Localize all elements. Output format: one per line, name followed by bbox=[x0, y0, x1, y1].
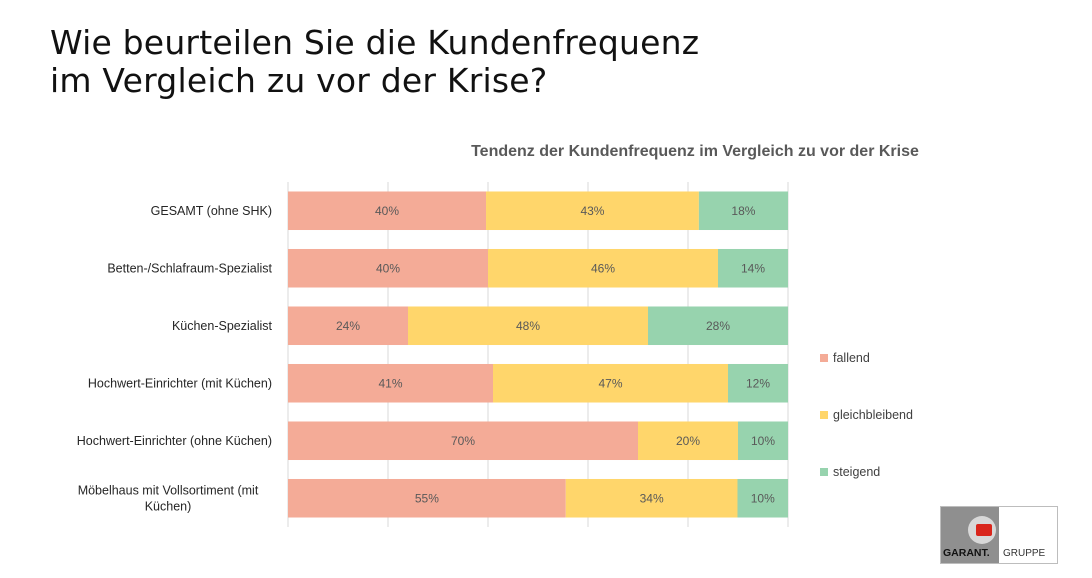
data-label: 48% bbox=[516, 319, 540, 333]
slide-title-line-2: im Vergleich zu vor der Krise? bbox=[50, 61, 548, 100]
data-label: 40% bbox=[375, 204, 399, 218]
slide-title: Wie beurteilen Sie die Kundenfrequenz im… bbox=[50, 24, 699, 100]
chart-title: Tendenz der Kundenfrequenz im Vergleich … bbox=[471, 143, 919, 160]
data-label: 20% bbox=[676, 434, 700, 448]
logo-text-gruppe: GRUPPE bbox=[1003, 548, 1046, 559]
bar-fallend-4 bbox=[288, 363, 493, 403]
legend-label-gleichbleibend: gleichbleibend bbox=[833, 408, 913, 422]
garant-logo-mark-icon bbox=[968, 516, 996, 544]
logo-block: GARANT. bbox=[941, 507, 999, 563]
garant-gruppe-logo: GARANT. GRUPPE bbox=[940, 506, 1058, 564]
data-label: 18% bbox=[731, 204, 755, 218]
data-label: 10% bbox=[751, 491, 775, 505]
data-label: 14% bbox=[741, 261, 765, 275]
category-label: Hochwert-Einrichter (ohne Küchen) bbox=[77, 434, 272, 448]
bar-gleichbleibend-1 bbox=[486, 191, 699, 231]
bar-gleichbleibend-5 bbox=[638, 421, 738, 461]
bar-steigend-6 bbox=[737, 478, 788, 518]
bar-fallend-3 bbox=[288, 306, 408, 346]
bar-steigend-5 bbox=[738, 421, 788, 461]
data-label: 12% bbox=[746, 376, 770, 390]
bar-fallend-2 bbox=[288, 248, 488, 288]
legend-swatch-gleichbleibend bbox=[820, 411, 828, 419]
bar-gleichbleibend-6 bbox=[565, 478, 738, 518]
slide-title-line-1: Wie beurteilen Sie die Kundenfrequenz bbox=[50, 23, 700, 62]
legend-label-steigend: steigend bbox=[833, 465, 880, 479]
category-label: Betten-/Schlafraum-Spezialist bbox=[107, 261, 272, 275]
data-label: 28% bbox=[706, 319, 730, 333]
bar-gleichbleibend-2 bbox=[488, 248, 718, 288]
bar-gleichbleibend-4 bbox=[493, 363, 728, 403]
bar-fallend-6 bbox=[288, 478, 566, 518]
data-label: 70% bbox=[451, 434, 475, 448]
category-label: Hochwert-Einrichter (mit Küchen) bbox=[88, 376, 272, 390]
legend-label-fallend: fallend bbox=[833, 351, 870, 365]
legend-swatch-steigend bbox=[820, 468, 828, 476]
data-label: 24% bbox=[336, 319, 360, 333]
legend-swatch-fallend bbox=[820, 354, 828, 362]
data-label: 55% bbox=[415, 491, 439, 505]
bar-steigend-2 bbox=[718, 248, 788, 288]
bar-steigend-4 bbox=[728, 363, 788, 403]
data-label: 34% bbox=[640, 491, 664, 505]
logo-text-garant: GARANT. bbox=[943, 547, 990, 559]
category-label: Möbelhaus mit Vollsortiment (mit Küchen) bbox=[78, 483, 259, 513]
category-label: Küchen-Spezialist bbox=[172, 319, 273, 333]
data-label: 10% bbox=[751, 434, 775, 448]
data-label: 41% bbox=[378, 376, 402, 390]
data-label: 47% bbox=[598, 376, 622, 390]
category-label: GESAMT (ohne SHK) bbox=[151, 204, 272, 218]
data-label: 43% bbox=[580, 204, 604, 218]
bar-fallend-1 bbox=[288, 191, 487, 231]
bar-steigend-1 bbox=[698, 191, 788, 231]
data-label: 40% bbox=[376, 261, 400, 275]
data-label: 46% bbox=[591, 261, 615, 275]
logo-red-square-icon bbox=[976, 524, 992, 536]
bar-gleichbleibend-3 bbox=[408, 306, 648, 346]
bar-steigend-3 bbox=[648, 306, 788, 346]
bar-fallend-5 bbox=[288, 421, 638, 461]
